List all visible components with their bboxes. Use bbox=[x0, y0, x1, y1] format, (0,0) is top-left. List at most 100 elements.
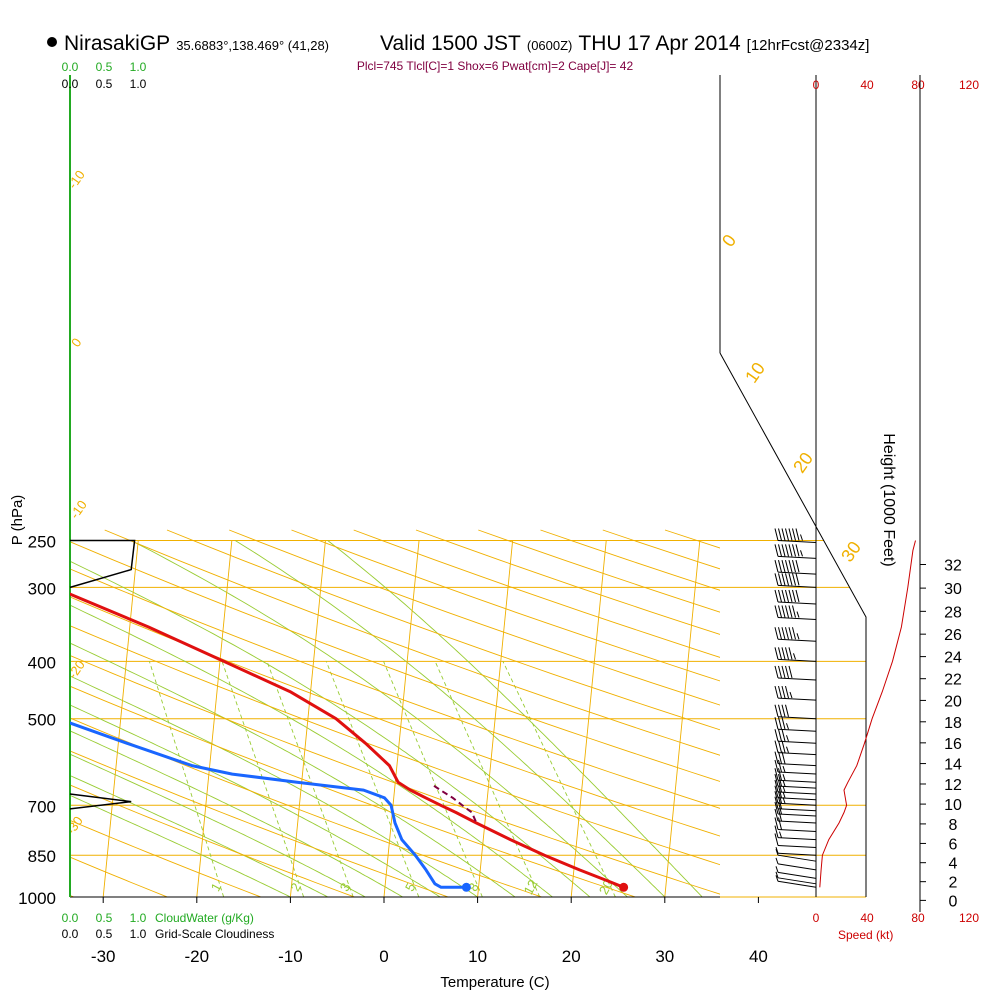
dry-adiabat bbox=[70, 717, 544, 897]
moist-adiabat bbox=[70, 794, 291, 897]
temp-tick-label: 40 bbox=[749, 947, 768, 966]
pressure-tick-label: 300 bbox=[28, 579, 56, 598]
wind-barb bbox=[775, 849, 817, 862]
y-axis-title: P (hPa) bbox=[9, 495, 26, 546]
wind-barb bbox=[774, 833, 817, 849]
isobar-lines bbox=[70, 539, 866, 898]
height-tick-label: 8 bbox=[949, 817, 958, 834]
wind-barb bbox=[775, 857, 817, 871]
dry-adiabat bbox=[0, 530, 9, 910]
wind-barb bbox=[774, 817, 817, 832]
dry-adiabat bbox=[104, 529, 720, 756]
height-tick-label: 18 bbox=[944, 715, 962, 732]
isotherm-line bbox=[570, 540, 607, 897]
mixing-ratio-label: 12 bbox=[521, 877, 541, 897]
wind-speed-tick-bottom: 80 bbox=[911, 911, 925, 925]
temp-tick-label: -10 bbox=[278, 947, 303, 966]
cloudiness-scale-bottom: 0.0 bbox=[62, 927, 79, 941]
wind-barb bbox=[774, 717, 817, 732]
isotherm-label: -30 bbox=[63, 813, 86, 837]
height-tick-label: 12 bbox=[944, 777, 962, 794]
wind-barb bbox=[775, 866, 817, 879]
surface-temperature-point bbox=[619, 882, 629, 892]
wind-barb bbox=[774, 808, 817, 824]
cloudwater-scale-bottom: 0.0 bbox=[62, 911, 79, 925]
wind-speed-tick-bottom: 40 bbox=[860, 911, 874, 925]
isotherm-label: 20 bbox=[789, 449, 817, 477]
height-tick-label: 16 bbox=[944, 736, 962, 753]
wind-barb bbox=[774, 751, 817, 767]
mixing-ratio-label: 2 bbox=[287, 880, 304, 893]
dry-adiabat bbox=[70, 819, 263, 897]
height-tick-label: 0 bbox=[949, 893, 958, 910]
wind-barb bbox=[775, 871, 817, 885]
mixing-ratio-lines bbox=[148, 661, 616, 897]
wind-barb bbox=[775, 847, 817, 856]
dry-adiabat bbox=[70, 750, 450, 897]
dry-adiabat bbox=[70, 568, 720, 809]
isotherm-label: -10 bbox=[65, 167, 88, 191]
pressure-tick-label: 250 bbox=[28, 532, 56, 551]
svg-text:Valid 1500 JST(0600Z)THU 17 Ap: Valid 1500 JST (0600Z) THU 17 Apr 2014 [12h… bbox=[380, 32, 869, 55]
axes: 250 300 400 500 700 850 1000 -30 -20 -10 0 10 20 30 40 bbox=[18, 532, 768, 966]
wind-barb bbox=[774, 589, 817, 605]
wind-barb bbox=[774, 796, 817, 812]
dry-adiabat bbox=[229, 529, 720, 706]
wind-speed-tick-bottom: 120 bbox=[959, 911, 979, 925]
wind-speed-tick-top: 80 bbox=[911, 78, 925, 92]
cloudwater-label: CloudWater (g/Kg) bbox=[155, 911, 254, 925]
cloud-profiles: 0.0 0.0 0.5 0.5 1.0 1.0 0.0 0.0 0.5 0.5 1.0 1.0 bbox=[62, 60, 147, 941]
wind-barb bbox=[774, 528, 817, 544]
wind-barb bbox=[774, 605, 817, 621]
wind-barb bbox=[774, 627, 817, 642]
stability-indices: Plcl=745 Tlcl[C]=1 Shox=6 Pwat[cm]=2 Cap… bbox=[357, 59, 634, 73]
height-tick-label: 28 bbox=[944, 604, 962, 621]
utc-time: (0600Z) bbox=[527, 38, 573, 53]
valid-time: Valid 1500 JST bbox=[380, 32, 521, 55]
isotherm-line bbox=[196, 540, 233, 897]
dry-adiabat bbox=[70, 541, 720, 782]
temp-tick-label: -20 bbox=[185, 947, 210, 966]
parcel-line bbox=[431, 783, 477, 822]
wind-barb bbox=[774, 740, 817, 756]
wind-barb bbox=[774, 729, 817, 744]
wind-barb bbox=[774, 825, 817, 841]
pressure-tick-label: 400 bbox=[28, 653, 56, 672]
temp-tick-label: 10 bbox=[468, 947, 487, 966]
cloudiness-scale-top: 1.0 bbox=[130, 77, 147, 91]
pressure-tick-label: 1000 bbox=[18, 889, 56, 908]
cloudiness-profile bbox=[69, 793, 132, 810]
height-tick-label: 22 bbox=[944, 672, 962, 689]
moist-adiabat bbox=[70, 604, 553, 897]
cloudwater-scale-top: 0.5 bbox=[96, 60, 113, 74]
moist-adiabat bbox=[70, 704, 441, 897]
moist-adiabat bbox=[70, 560, 591, 897]
height-axis-title: Height (1000 Feet) bbox=[880, 433, 897, 566]
isotherm-line bbox=[102, 540, 139, 897]
height-tick-label: 6 bbox=[949, 836, 958, 853]
station-name: NirasakiGP bbox=[64, 32, 170, 55]
cloudiness-scale-top: 0.5 bbox=[96, 77, 113, 91]
wind-barb bbox=[774, 768, 817, 783]
moist-adiabat bbox=[70, 753, 366, 897]
mixing-ratio-line bbox=[502, 661, 616, 897]
dry-adiabat bbox=[852, 530, 1000, 910]
moist-adiabat bbox=[70, 775, 329, 897]
wind-speed-tick-top: 40 bbox=[860, 78, 874, 92]
wind-barb bbox=[774, 704, 817, 720]
moist-adiabat bbox=[70, 730, 403, 897]
wind-barb bbox=[774, 573, 817, 588]
surface-dewpoint-point bbox=[461, 882, 471, 892]
cloudiness-scale-bottom: 0.5 bbox=[96, 927, 113, 941]
mixing-ratio-line bbox=[148, 661, 225, 897]
forecast-info: [12hrFcst@2334z] bbox=[747, 37, 870, 54]
dry-adiabat bbox=[70, 856, 169, 897]
cloudiness-scale-top: 0.0 bbox=[62, 77, 79, 91]
temp-tick-label: -30 bbox=[91, 947, 116, 966]
height-tick-label: 14 bbox=[944, 757, 962, 774]
moist-adiabats bbox=[70, 540, 703, 897]
